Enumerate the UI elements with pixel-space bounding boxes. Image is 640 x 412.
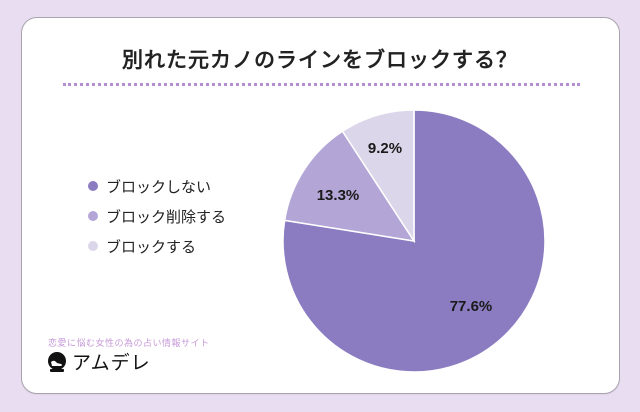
pie-slice <box>282 109 546 373</box>
pie-chart: 77.6% 13.3% 9.2% <box>282 109 546 373</box>
pie-slice <box>341 109 415 244</box>
legend-item-block: ブロックする <box>88 231 226 261</box>
legend-label: ブロック削除する <box>106 207 227 226</box>
legend-dot-icon <box>88 211 98 221</box>
dotted-divider <box>63 83 580 86</box>
legend-dot-icon <box>88 241 98 251</box>
site-tagline: 恋愛に悩む女性の為の占い情報サイト <box>48 339 210 349</box>
pie-label-block-delete: 13.3% <box>317 187 360 204</box>
chart-title: 別れた元カノのラインをブロックする？ <box>122 48 518 72</box>
legend: ブロックしない ブロック削除する ブロックする <box>88 171 226 261</box>
brand-logo: アムデレ <box>46 348 151 375</box>
pie-slice <box>283 130 416 243</box>
legend-item-block-delete: ブロック削除する <box>88 201 226 231</box>
pie-label-block: 9.2% <box>368 140 402 157</box>
legend-dot-icon <box>88 181 98 191</box>
brand-name: アムデレ <box>72 352 151 374</box>
pie-label-no-block: 77.6% <box>450 298 493 315</box>
pie-slices <box>282 109 546 373</box>
legend-label: ブロックする <box>106 237 197 256</box>
legend-item-no-block: ブロックしない <box>88 171 226 201</box>
crystal-ball-heel-icon <box>48 351 66 372</box>
legend-label: ブロックしない <box>106 177 212 196</box>
